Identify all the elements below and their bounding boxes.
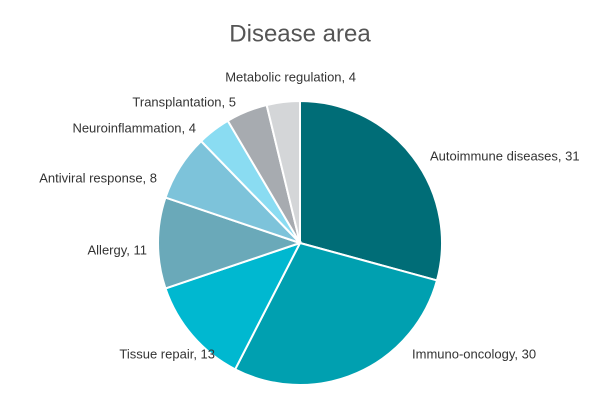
pie-slice bbox=[157, 196, 304, 290]
slice-label: Autoimmune diseases, 31 bbox=[430, 148, 580, 163]
pie-slice bbox=[299, 99, 443, 282]
pie-slice bbox=[265, 99, 301, 244]
slice-label: Neuroinflammation, 4 bbox=[72, 120, 196, 135]
slice-label: Allergy, 11 bbox=[88, 242, 148, 257]
slice-label: Transplantation, 5 bbox=[132, 94, 236, 109]
pie-slice bbox=[233, 241, 439, 386]
slice-label: Metabolic regulation, 4 bbox=[225, 69, 356, 84]
slice-label: Tissue repair, 13 bbox=[119, 346, 215, 361]
slice-label: Antiviral response, 8 bbox=[39, 170, 157, 185]
pie-slice bbox=[164, 241, 303, 371]
slice-label: Immuno-oncology, 30 bbox=[412, 346, 536, 361]
chart-title: Disease area bbox=[229, 20, 371, 47]
